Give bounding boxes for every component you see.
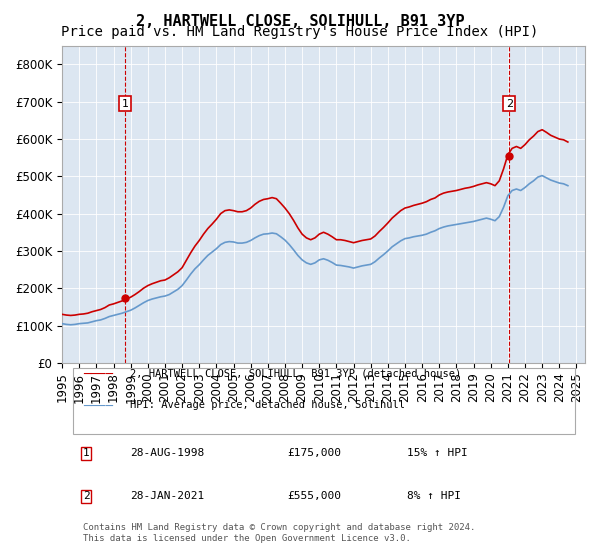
Text: 1: 1 xyxy=(121,99,128,109)
Text: 8% ↑ HPI: 8% ↑ HPI xyxy=(407,491,461,501)
Text: 1: 1 xyxy=(83,449,90,459)
Text: ────: ──── xyxy=(83,400,113,413)
Text: £555,000: £555,000 xyxy=(287,491,341,501)
Text: HPI: Average price, detached house, Solihull: HPI: Average price, detached house, Soli… xyxy=(130,400,405,410)
Text: 2: 2 xyxy=(83,491,90,501)
Text: 28-AUG-1998: 28-AUG-1998 xyxy=(130,449,205,459)
Text: Contains HM Land Registry data © Crown copyright and database right 2024.
This d: Contains HM Land Registry data © Crown c… xyxy=(83,523,475,543)
Text: Price paid vs. HM Land Registry's House Price Index (HPI): Price paid vs. HM Land Registry's House … xyxy=(61,25,539,39)
Text: 15% ↑ HPI: 15% ↑ HPI xyxy=(407,449,468,459)
Text: 28-JAN-2021: 28-JAN-2021 xyxy=(130,491,205,501)
Text: 2: 2 xyxy=(506,99,513,109)
Text: 2, HARTWELL CLOSE, SOLIHULL, B91 3YP: 2, HARTWELL CLOSE, SOLIHULL, B91 3YP xyxy=(136,14,464,29)
Text: ────: ──── xyxy=(83,368,113,381)
Text: £175,000: £175,000 xyxy=(287,449,341,459)
Text: 2, HARTWELL CLOSE, SOLIHULL, B91 3YP (detached house): 2, HARTWELL CLOSE, SOLIHULL, B91 3YP (de… xyxy=(130,368,461,378)
